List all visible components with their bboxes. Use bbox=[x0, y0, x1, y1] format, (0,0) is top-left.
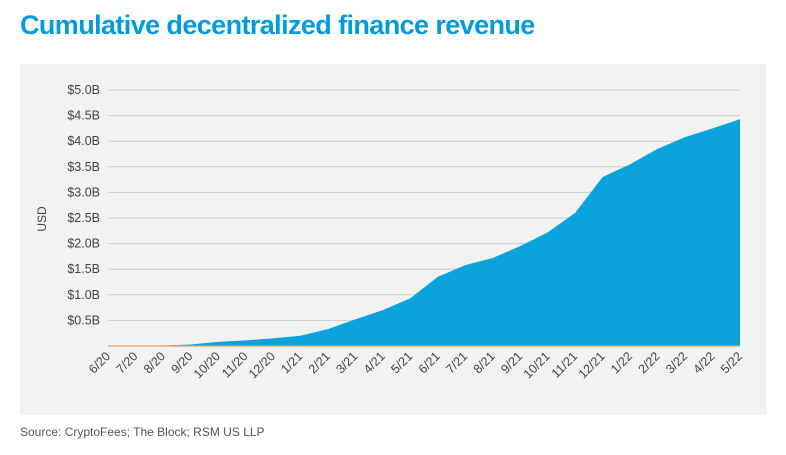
chart-title: Cumulative decentralized finance revenue bbox=[20, 10, 535, 40]
x-tick-label: 6/21 bbox=[416, 349, 443, 376]
y-tick-label: $3.5B bbox=[67, 160, 100, 174]
source-note: Source: CryptoFees; The Block; RSM US LL… bbox=[20, 425, 265, 439]
y-tick-label: $0.5B bbox=[67, 313, 100, 327]
x-tick-label: 7/21 bbox=[443, 349, 470, 376]
y-tick-label: $4.5B bbox=[67, 109, 100, 123]
x-tick-label: 11/20 bbox=[219, 349, 250, 380]
y-tick-label: $2.5B bbox=[67, 211, 100, 225]
x-tick-label: 5/22 bbox=[718, 349, 745, 376]
y-tick-label: $1.0B bbox=[67, 288, 100, 302]
y-tick-label: $1.5B bbox=[67, 262, 100, 276]
area-series bbox=[108, 119, 740, 347]
x-tick-label: 7/20 bbox=[113, 349, 140, 376]
x-tick-label: 10/20 bbox=[191, 349, 223, 381]
x-tick-label: 8/20 bbox=[141, 349, 168, 376]
x-tick-label: 2/22 bbox=[636, 349, 663, 376]
x-tick-label: 8/21 bbox=[471, 349, 498, 376]
x-tick-label: 3/21 bbox=[333, 349, 360, 376]
x-tick-label: 2/21 bbox=[306, 349, 333, 376]
x-tick-label: 1/22 bbox=[608, 349, 635, 376]
x-tick-label: 5/21 bbox=[388, 349, 415, 376]
y-tick-label: $2.0B bbox=[67, 237, 100, 251]
y-axis-label: USD bbox=[35, 206, 49, 232]
chart-panel: $0.5B $1.0B $1.5B $2.0B $2.5B $3.0B $3.5B $4.0B… bbox=[20, 64, 766, 415]
x-tick-label: 12/21 bbox=[576, 349, 608, 381]
x-tick-label: 4/21 bbox=[361, 349, 388, 376]
chart-plot: $0.5B $1.0B $1.5B $2.0B $2.5B $3.0B $3.5B $4.0B… bbox=[35, 83, 745, 381]
y-tick-label: $4.0B bbox=[67, 134, 100, 148]
x-tick-label: 3/22 bbox=[663, 349, 690, 376]
x-tick-label: 4/22 bbox=[691, 349, 718, 376]
x-tick-label: 12/20 bbox=[246, 349, 278, 381]
y-tick-label: $5.0B bbox=[67, 83, 100, 97]
x-tick-label: 1/21 bbox=[278, 349, 305, 376]
x-tick-label: 11/21 bbox=[549, 349, 580, 380]
x-tick-label: 10/21 bbox=[521, 349, 553, 381]
y-tick-label: $3.0B bbox=[67, 185, 100, 199]
x-tick-label: 6/20 bbox=[86, 349, 113, 376]
